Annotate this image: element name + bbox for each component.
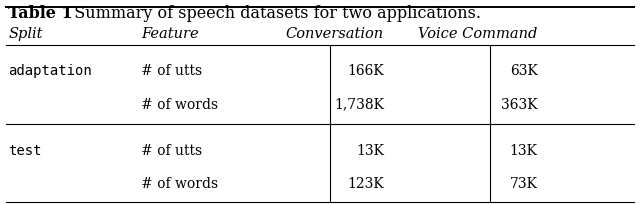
Text: # of utts: # of utts — [141, 143, 202, 157]
Text: Voice Command: Voice Command — [418, 27, 538, 41]
Text: Conversation: Conversation — [286, 27, 384, 41]
Text: 1,738K: 1,738K — [334, 97, 384, 111]
Text: Feature: Feature — [141, 27, 198, 41]
Text: # of utts: # of utts — [141, 63, 202, 77]
Text: test: test — [8, 143, 42, 157]
Text: # of words: # of words — [141, 97, 218, 111]
Text: 13K: 13K — [356, 143, 384, 157]
Text: 363K: 363K — [501, 97, 538, 111]
Text: . Summary of speech datasets for two applications.: . Summary of speech datasets for two app… — [64, 5, 481, 22]
Text: 166K: 166K — [348, 63, 384, 77]
Text: adaptation: adaptation — [8, 63, 92, 77]
Text: 13K: 13K — [509, 143, 538, 157]
Text: 73K: 73K — [509, 177, 538, 191]
Text: Split: Split — [8, 27, 43, 41]
Text: Table 1: Table 1 — [8, 5, 73, 22]
Text: 123K: 123K — [348, 177, 384, 191]
Text: 63K: 63K — [509, 63, 538, 77]
Text: # of words: # of words — [141, 177, 218, 191]
